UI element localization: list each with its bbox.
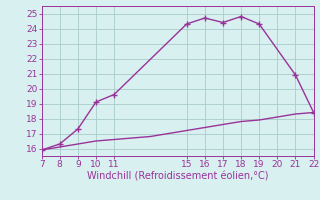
X-axis label: Windchill (Refroidissement éolien,°C): Windchill (Refroidissement éolien,°C) <box>87 172 268 182</box>
